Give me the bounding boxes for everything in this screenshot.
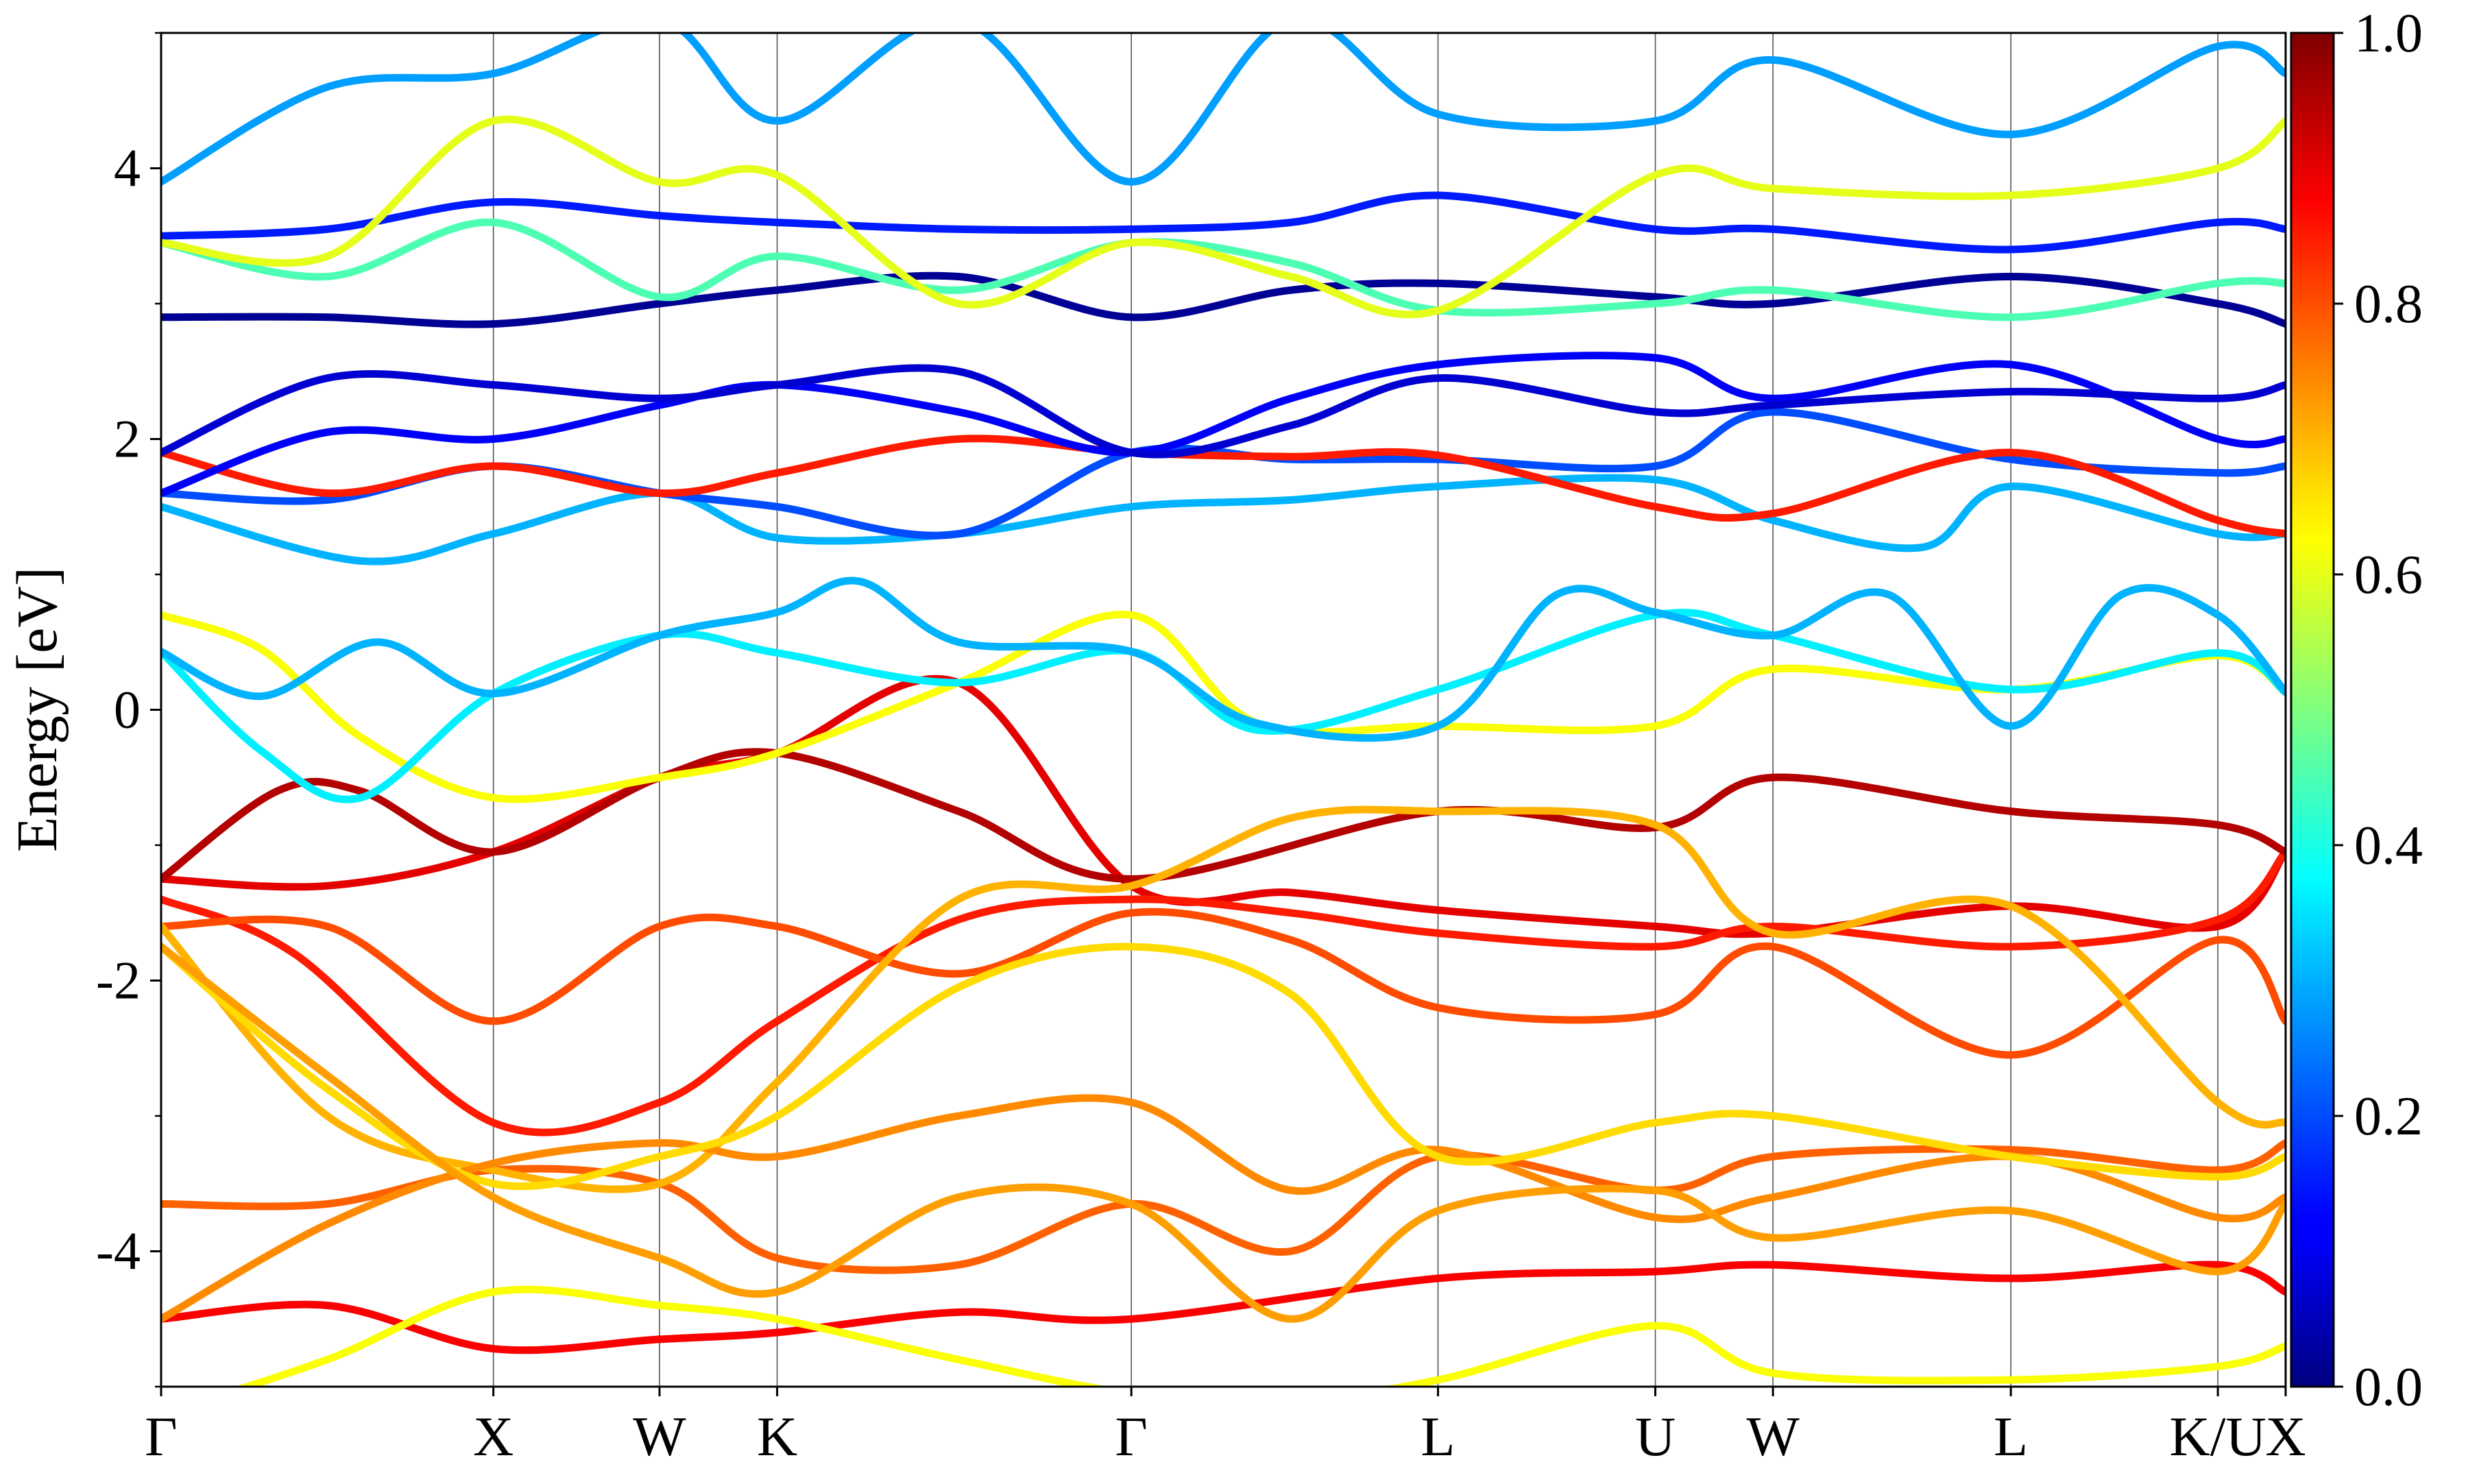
y-tick-label: 2	[114, 409, 141, 469]
band-line-9	[161, 942, 2286, 1191]
colorbar-tick-label: 0.8	[2354, 274, 2423, 334]
band-lines	[161, 33, 2286, 1387]
x-tick-label: Γ	[145, 1405, 177, 1468]
band-line-17	[161, 435, 2286, 538]
x-tick-label: L	[1421, 1405, 1455, 1468]
x-tick-label: W	[1746, 1405, 1800, 1468]
band-line-21	[161, 218, 2286, 321]
colorbar-tick-label: 1.0	[2354, 3, 2423, 64]
x-tick-label: X	[2265, 1405, 2306, 1468]
band-line-16	[161, 408, 2286, 539]
y-tick-label: 4	[114, 138, 141, 198]
y-tick-label: -2	[96, 951, 141, 1010]
high-symmetry-gridlines	[492, 33, 2218, 1387]
band-line-19	[161, 364, 2286, 459]
band-line-12	[161, 610, 2286, 803]
x-tick-label: K	[757, 1405, 797, 1468]
colorbar-tick-label: 0.4	[2354, 816, 2423, 876]
band-line-7	[161, 805, 2286, 1193]
x-tick-label: U	[1635, 1405, 1675, 1468]
x-tick-label: X	[473, 1405, 513, 1468]
band-line-6	[161, 908, 2286, 1059]
x-tick-label: W	[633, 1405, 686, 1468]
band-line-18	[161, 352, 2286, 497]
colorbar-tick-label: 0.2	[2354, 1086, 2423, 1147]
colorbar-axis: 0.0 0.2 0.4 0.6 0.8 1.0	[2334, 3, 2423, 1418]
band-line-10	[161, 942, 2286, 1323]
band-line-22	[161, 191, 2286, 254]
band-line-1	[161, 1261, 2286, 1354]
y-tick-label: -4	[96, 1221, 141, 1281]
band-line-14	[161, 576, 2286, 742]
x-axis: Γ X W K Γ L U W L K/UX	[145, 1387, 2306, 1468]
band-line-4	[161, 848, 2286, 1136]
x-tick-label: K/U	[2170, 1405, 2266, 1468]
y-axis-label: Energy [eV]	[5, 567, 69, 852]
y-axis: -4 -2 0 2 4	[96, 32, 161, 1388]
band-line-8	[161, 1094, 2286, 1323]
x-tick-label: L	[1994, 1405, 2028, 1468]
band-line-23	[161, 33, 2286, 186]
band-line-2	[161, 1139, 2286, 1274]
band-line-20	[161, 271, 2286, 328]
band-line-5	[161, 748, 2286, 883]
colorbar	[2290, 32, 2335, 1388]
x-tick-label: Γ	[1115, 1405, 1148, 1468]
band-line-11	[234, 1285, 2286, 1387]
band-line-15	[161, 474, 2286, 565]
colorbar-tick-label: 0.6	[2354, 545, 2423, 605]
band-line-24	[161, 115, 2286, 319]
colorbar-tick-label: 0.0	[2354, 1357, 2423, 1418]
y-tick-label: 0	[114, 680, 141, 740]
